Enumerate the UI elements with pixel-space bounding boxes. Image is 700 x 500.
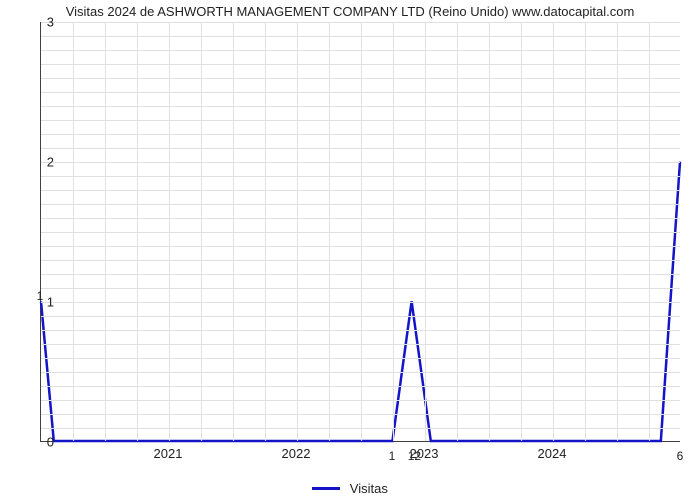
gridline-v [393,22,394,441]
legend: Visitas [0,480,700,496]
plot-area [40,22,680,442]
gridline-v [201,22,202,441]
gridline-v-major [297,22,298,441]
gridline-v [329,22,330,441]
gridline-v [489,22,490,441]
gridline-v [265,22,266,441]
gridline-v [521,22,522,441]
y-tick-label: 0 [34,435,54,450]
gridline-v [137,22,138,441]
gridline-v [457,22,458,441]
gridline-v-major [553,22,554,441]
data-point-label: 1 [37,289,44,303]
legend-swatch [312,487,340,490]
gridline-v [617,22,618,441]
chart-title: Visitas 2024 de ASHWORTH MANAGEMENT COMP… [0,4,700,19]
x-tick-label: 2022 [282,446,311,461]
chart-container: Visitas 2024 de ASHWORTH MANAGEMENT COMP… [0,0,700,500]
y-tick-label: 3 [34,15,54,30]
gridline-v [73,22,74,441]
legend-label: Visitas [350,481,388,496]
x-tick-label: 2021 [154,446,183,461]
gridline-v [361,22,362,441]
x-tick-label: 2024 [538,446,567,461]
gridline-v [233,22,234,441]
data-point-label: 12 [408,449,421,463]
gridline-v [649,22,650,441]
gridline-v [105,22,106,441]
data-point-label: 1 [389,449,396,463]
gridline-v-major [169,22,170,441]
data-point-label: 6 [677,449,684,463]
y-tick-label: 2 [34,155,54,170]
gridline-v-major [425,22,426,441]
gridline-v [585,22,586,441]
